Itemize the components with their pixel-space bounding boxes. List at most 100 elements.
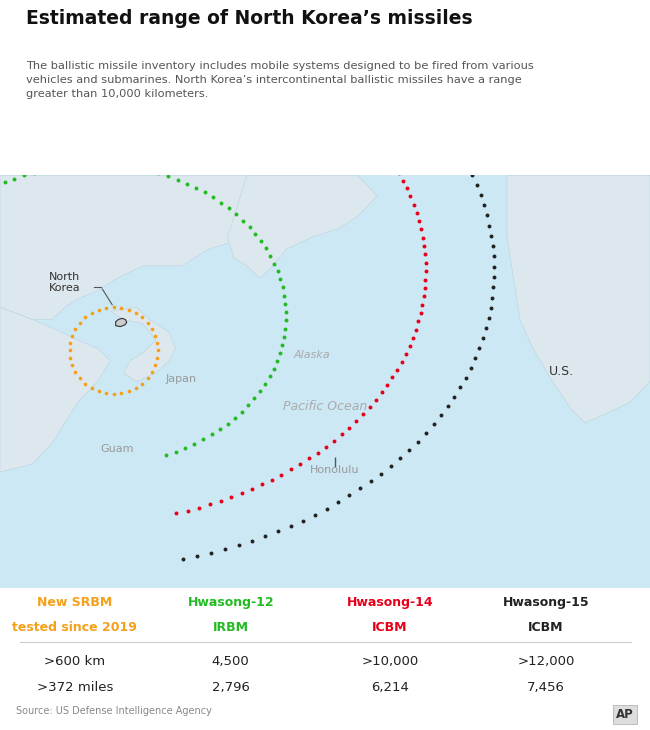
Point [449,391,460,403]
Polygon shape [227,175,377,278]
Point [295,458,306,470]
Point [129,13,139,25]
Point [131,307,141,319]
Point [478,332,488,344]
Point [460,372,471,384]
Point [376,468,386,480]
Point [411,207,422,218]
Point [339,102,349,114]
Point [346,109,356,120]
Point [208,191,218,203]
Point [94,304,104,315]
Point [243,399,254,411]
Point [420,249,430,261]
Point [101,388,111,399]
Text: North
Korea: North Korea [49,272,81,293]
Point [275,274,285,285]
Text: >10,000: >10,000 [361,656,419,668]
Point [67,359,77,371]
Point [75,317,85,328]
Text: 6,214: 6,214 [371,681,409,694]
Point [260,378,270,390]
Point [337,34,347,46]
Point [290,10,300,22]
Point [265,371,275,383]
Text: Honolulu: Honolulu [310,465,359,475]
Point [229,412,240,423]
Point [152,352,162,364]
Point [70,160,80,172]
Point [142,317,153,328]
Point [206,548,216,559]
Point [268,363,279,374]
Point [455,382,465,393]
Point [133,163,143,174]
Point [281,307,291,318]
Point [255,235,266,247]
Point [172,507,182,519]
Text: New SRBM: New SRBM [37,596,112,610]
Point [220,544,230,556]
Point [279,61,289,73]
Point [413,315,424,327]
Point [465,362,476,374]
Point [172,174,183,185]
Point [238,0,248,2]
Point [140,15,151,26]
Point [101,302,111,314]
Point [91,159,101,171]
Point [431,113,441,125]
Point [70,9,80,20]
Point [275,347,285,359]
Point [304,453,314,464]
Point [147,366,157,378]
Text: Hwasong-12: Hwasong-12 [187,596,274,610]
Point [239,42,250,54]
Point [369,55,380,67]
Point [470,353,480,364]
Point [200,187,210,199]
Point [402,182,412,194]
Point [207,429,217,440]
Point [147,323,157,334]
Point [298,72,308,83]
Point [421,257,431,269]
Point [270,56,280,68]
Point [436,410,446,421]
Point [471,180,482,191]
Point [285,520,296,532]
Point [109,301,119,313]
Text: AP: AP [616,708,634,721]
Point [251,0,261,7]
Text: ICBM: ICBM [372,620,408,634]
Point [109,388,119,399]
Point [64,345,75,356]
Polygon shape [0,175,358,320]
Point [222,418,233,429]
Polygon shape [507,175,650,423]
Point [322,503,332,515]
Text: tested since 2019: tested since 2019 [12,620,137,634]
Point [189,438,200,450]
Point [376,387,387,399]
Point [411,324,421,336]
Point [224,202,234,214]
Point [474,342,484,354]
Point [298,515,308,526]
Point [378,144,389,155]
Point [400,348,411,360]
Point [259,51,270,63]
Point [396,356,407,368]
Point [237,487,247,499]
Point [279,290,289,301]
Point [488,250,499,262]
Point [39,164,49,176]
Point [150,359,161,371]
Point [358,408,369,420]
Point [142,372,153,384]
Point [414,215,424,227]
Point [351,415,361,427]
Point [153,168,163,180]
Point [260,531,270,542]
Point [29,166,39,178]
